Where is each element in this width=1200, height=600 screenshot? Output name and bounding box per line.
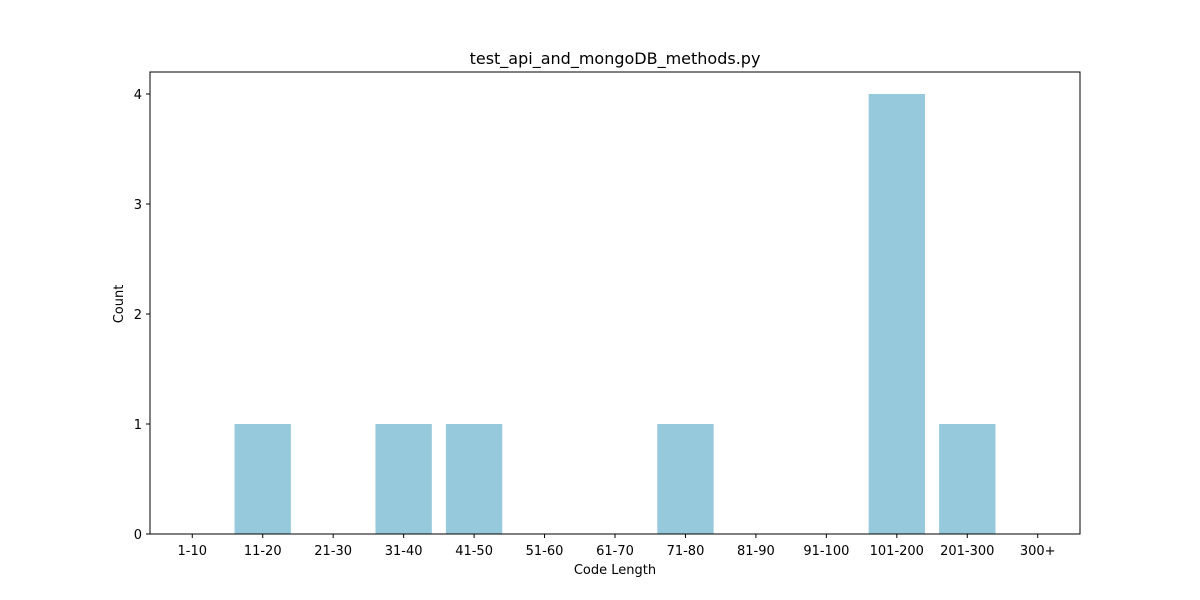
x-ticks-group: 1-10 11-20 21-30 31-40 41-50 51-60 61-70 71-80 8…	[178, 534, 1056, 559]
bar-101-200	[868, 94, 925, 534]
bar-11-20	[234, 424, 291, 534]
x-tick-label: 41-50	[455, 544, 493, 559]
y-tick-label: 1	[134, 418, 142, 433]
x-tick-label: 61-70	[596, 544, 634, 559]
y-tick-label: 4	[134, 88, 142, 103]
x-tick-label: 51-60	[526, 544, 564, 559]
plot-area-frame	[149, 71, 1081, 535]
y-axis-label: Count	[112, 285, 127, 324]
x-axis-label: Code Length	[574, 563, 656, 578]
x-tick-label: 300+	[1020, 544, 1056, 559]
x-tick-label: 71-80	[667, 544, 705, 559]
x-tick-label: 1-10	[178, 544, 208, 559]
bar-41-50	[445, 424, 503, 534]
x-tick-label: 21-30	[314, 544, 352, 559]
x-tick-label: 101-200	[870, 544, 924, 559]
bar-201-300	[939, 424, 996, 534]
x-tick-label: 91-100	[803, 544, 849, 559]
x-tick-label: 31-40	[385, 544, 423, 559]
y-tick-label: 0	[134, 528, 142, 543]
x-tick-label: 11-20	[244, 544, 282, 559]
y-tick-label: 3	[134, 198, 142, 213]
bar-71-80	[657, 424, 714, 534]
y-tick-label: 2	[134, 308, 142, 323]
x-tick-label: 81-90	[737, 544, 775, 559]
x-tick-label: 201-300	[940, 544, 994, 559]
bar-31-40	[375, 424, 432, 534]
chart-title: test_api_and_mongoDB_methods.py	[470, 49, 761, 69]
y-ticks-group: 0 1 2 3 4	[134, 88, 150, 543]
bars-group	[234, 94, 996, 534]
